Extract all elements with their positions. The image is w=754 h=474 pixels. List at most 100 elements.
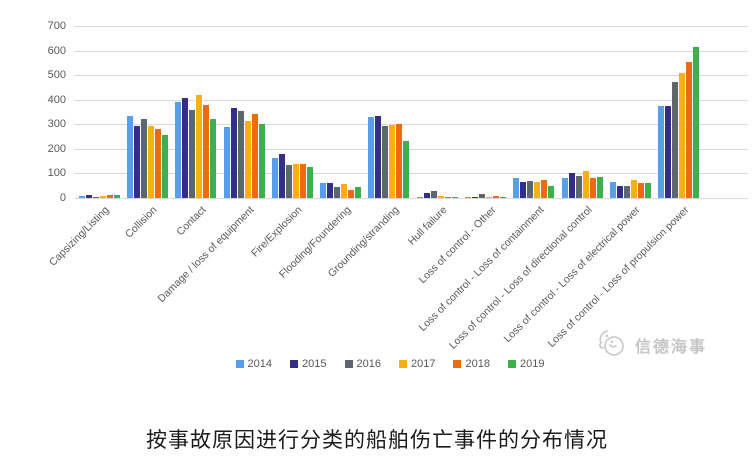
bar-2018-cat11 [637,183,644,198]
gridline [75,50,748,52]
bar-2014-cat3 [223,126,230,198]
bar-2017-cat7 [437,196,444,198]
legend-label: 2019 [519,358,545,370]
bar-2015-cat4 [278,153,285,198]
bar-2019-cat4 [306,166,313,198]
bar-2015-cat2 [182,98,189,198]
x-axis-category-label: Contact [174,204,209,239]
bar-2019-cat8 [500,197,507,198]
legend-swatch-icon [290,360,299,368]
gridline [75,99,748,101]
xinde-haishi-logo-icon [599,330,624,356]
bar-2014-cat2 [175,102,182,198]
legend-item-2016: 2016 [344,358,381,370]
bar-2019-cat7 [451,196,458,198]
legend-item-2014: 2014 [235,358,273,370]
legend-item-2017: 2017 [399,358,435,370]
bar-2014-cat5 [320,182,327,198]
bar-2016-cat5 [334,186,341,198]
bar-2017-cat9 [534,182,541,198]
bar-2019-cat0 [113,194,120,198]
bar-2015-cat6 [375,115,382,198]
bar-2014-cat8 [465,197,472,198]
legend-swatch-icon [453,360,462,368]
bar-2017-cat12 [679,72,686,198]
bar-2017-cat4 [292,164,299,198]
bar-2017-cat6 [389,124,396,198]
bar-2015-cat7 [423,192,430,198]
legend-label: 2015 [302,358,327,370]
bar-2016-cat4 [285,165,292,198]
bar-2017-cat5 [341,183,348,198]
y-axis-tick-label: 100 [47,167,66,180]
bar-2016-cat12 [672,82,679,198]
bar-2016-cat2 [189,109,196,198]
bar-2019-cat6 [403,141,410,198]
bar-2016-cat9 [527,180,534,198]
y-axis-tick-label: 400 [47,93,66,106]
bar-2015-cat3 [230,108,237,198]
bar-2017-cat10 [582,170,589,198]
bar-2016-cat8 [479,193,486,198]
bar-2014-cat10 [561,177,568,198]
bar-2014-cat9 [513,178,520,198]
gridline [75,26,748,27]
bar-2018-cat6 [396,123,403,198]
bar-2015-cat11 [616,185,623,198]
legend-label: 2014 [247,358,273,370]
y-axis-tick-label: 600 [47,44,66,57]
bar-2019-cat9 [548,185,555,198]
bar-2014-cat7 [416,196,423,198]
bar-2016-cat1 [140,119,147,198]
bar-2016-cat10 [575,175,582,198]
bar-2019-cat11 [644,183,651,198]
bar-2019-cat3 [258,124,265,198]
chart-caption: 按事故原因进行分类的船舶伤亡事件的分布情况 [146,428,608,452]
bar-2018-cat9 [541,180,548,198]
bar-2017-cat1 [147,125,154,198]
legend-swatch-icon [399,360,407,368]
bar-2016-cat0 [92,196,99,198]
bar-2015-cat12 [665,105,672,198]
legend-item-2018: 2018 [453,358,490,370]
bar-2019-cat10 [596,177,603,198]
bar-2014-cat0 [78,195,85,198]
legend-item-2019: 2019 [507,358,545,370]
legend-swatch-icon [507,360,516,368]
bar-2019-cat1 [161,134,168,198]
bar-2018-cat0 [106,194,113,198]
bar-2017-cat8 [486,196,493,198]
x-axis-category-label: Hull failure [406,204,450,248]
bar-2017-cat0 [99,195,106,198]
y-axis-tick-label: 200 [47,142,66,155]
bar-2017-cat11 [630,180,637,198]
y-axis-tick-label: 700 [47,20,66,32]
bar-2014-cat1 [126,115,133,198]
bar-2015-cat8 [472,196,479,198]
legend-label: 2016 [356,358,381,370]
gridline [75,198,748,199]
y-axis-tick-label: 500 [47,69,66,82]
bar-2018-cat10 [589,178,596,198]
bar-2018-cat2 [203,104,210,198]
bar-2018-cat3 [251,114,258,198]
bar-2014-cat4 [271,157,278,198]
bar-2016-cat3 [237,110,244,198]
bar-2018-cat5 [348,190,355,198]
y-axis-tick-label: 300 [47,118,66,131]
y-axis-tick-label: 0 [59,192,66,204]
watermark: 信德海事 [597,328,707,362]
bar-2018-cat4 [299,164,306,198]
bar-2017-cat2 [196,94,203,198]
x-axis-category-label: Collision [123,204,160,241]
bar-2015-cat10 [568,173,575,198]
bar-2016-cat7 [430,190,437,198]
bar-2017-cat3 [244,120,251,198]
bar-2015-cat9 [520,182,527,198]
bar-2016-cat6 [382,126,389,198]
bar-2014-cat11 [609,181,616,198]
bar-2018-cat7 [444,196,451,198]
legend-swatch-icon [235,360,244,368]
